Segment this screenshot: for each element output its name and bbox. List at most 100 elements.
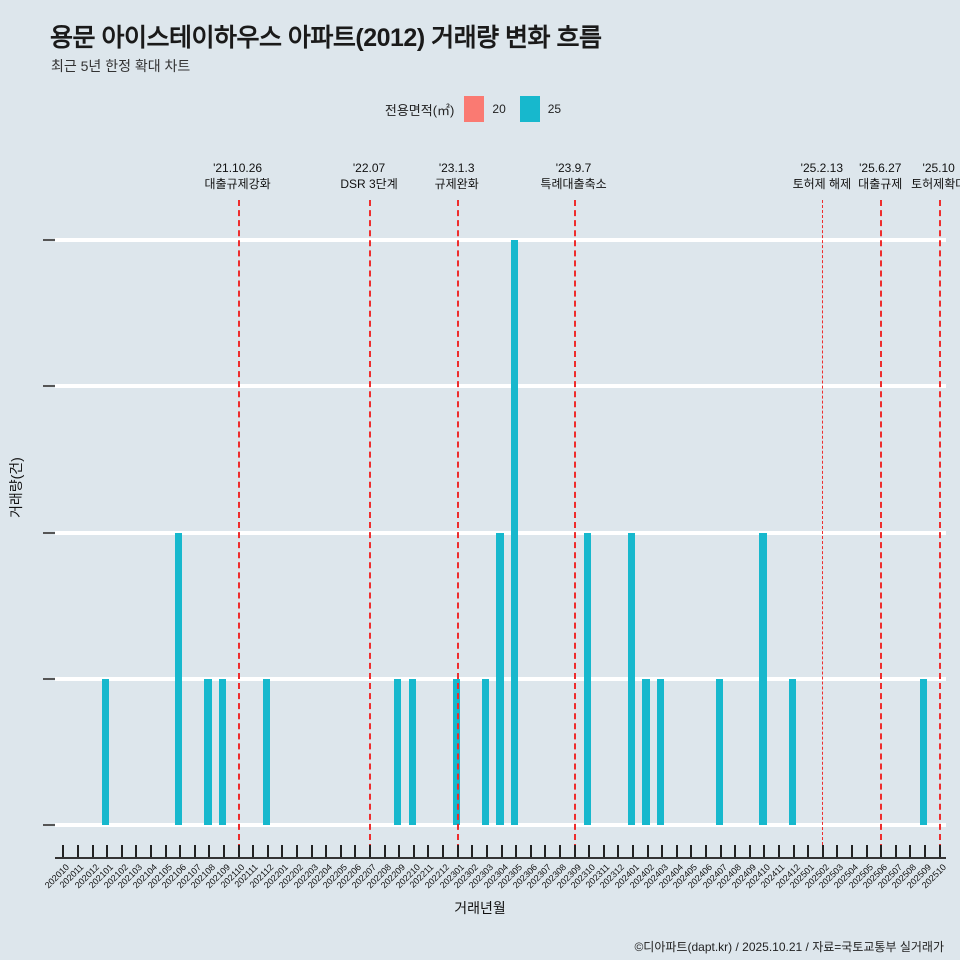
x-tick-202104 [149,845,152,857]
bar-202410-25[interactable] [759,532,767,825]
page-title: 용문 아이스테이하우스 아파트(2012) 거래량 변화 흐름 [50,24,602,52]
y-tick-mark-3 [43,385,55,388]
y-tick-mark-1 [43,677,55,680]
y-axis-title: 거래량(건) [8,457,24,518]
bar-202403-25[interactable] [657,678,665,825]
event-date-202506: '25.6.27 [859,161,902,175]
gridline-3 [55,384,946,389]
bar-202106-25[interactable] [175,532,183,825]
x-tick-202207 [369,845,372,857]
x-tick-202206 [354,845,357,857]
x-tick-202112 [266,845,269,857]
x-tick-202501 [807,845,810,857]
bar-202304-25[interactable] [496,532,504,825]
x-tick-202011 [76,845,79,857]
x-tick-202211 [427,845,430,857]
event-line-202309 [573,200,576,850]
event-name-202502: 토허제 해제 [792,177,852,192]
x-tick-202107 [193,845,196,857]
gridline-4 [55,238,946,243]
x-tick-202401 [631,845,634,857]
x-tick-202409 [748,845,751,857]
event-label-202301: '23.1.3 규제완화 [435,160,479,192]
chart-legend: 전용면적(㎡) 20 25 [0,96,960,122]
x-tick-202111 [252,845,255,857]
legend-label-20: 20 [492,102,506,116]
legend-swatch-20 [464,96,485,122]
bar-202402-25[interactable] [642,678,650,825]
event-name-202207: DSR 3단계 [340,177,398,192]
x-tick-202411 [778,845,781,857]
x-tick-202210 [412,845,415,857]
plot-area [55,211,946,827]
bar-202303-25[interactable] [481,678,490,825]
x-tick-202102 [120,845,123,857]
x-tick-202310 [588,845,591,857]
event-label-202309: '23.9.7 특례대출축소 [540,160,606,192]
x-tick-202506 [880,845,883,857]
x-tick-202403 [661,845,664,857]
bar-202112-25[interactable] [262,678,270,825]
event-date-202309: '23.9.7 [555,161,592,175]
legend-label-25: 25 [547,102,562,116]
event-date-202207: '22.07 [352,161,386,175]
x-tick-202204 [325,845,328,857]
x-tick-202212 [442,845,445,857]
bar-202108-25[interactable] [204,678,212,825]
event-line-202506 [880,200,883,850]
gridline-0 [55,823,946,827]
bar-202509-25[interactable] [920,678,928,825]
x-tick-202108 [208,845,211,857]
bar-202301-25[interactable] [452,678,460,825]
legend-item-20[interactable]: 20 [464,96,506,122]
x-tick-202201 [281,845,284,857]
x-tick-202303 [485,845,488,857]
bar-202412-25[interactable] [788,678,796,825]
x-tick-202301 [456,845,459,857]
x-tick-202306 [529,845,532,857]
event-label-202506: '25.6.27 대출규제 [858,160,902,192]
x-tick-202209 [398,845,401,857]
event-label-202207: '22.07 DSR 3단계 [340,160,397,192]
x-tick-202208 [383,845,386,857]
bar-202310-25[interactable] [584,532,592,825]
x-tick-202405 [690,845,693,857]
x-tick-202505 [865,845,868,857]
x-axis-title: 거래년월 [454,900,506,916]
bar-202305-25[interactable] [511,240,519,825]
x-tick-202302 [471,845,474,857]
event-name-202506: 대출규제 [858,177,903,192]
event-label-202502: '25.2.13 토허제 해제 [793,160,852,192]
x-tick-202304 [500,845,503,857]
x-tick-202408 [734,845,737,857]
bar-202407-25[interactable] [715,678,723,825]
x-tick-202406 [704,845,707,857]
event-name-202510: 토허제확대 [911,177,960,192]
x-tick-202503 [836,845,839,857]
x-tick-202010 [62,845,65,857]
y-tick-mark-2 [43,531,55,534]
bar-202401-25[interactable] [627,532,636,825]
event-date-202502: '25.2.13 [800,161,844,175]
x-tick-202109 [222,845,225,857]
event-line-202502 [821,200,823,850]
bar-202109-25[interactable] [218,678,227,825]
x-tick-202308 [558,845,561,857]
legend-item-25[interactable]: 25 [519,96,562,122]
event-date-202301: '23.1.3 [438,161,475,175]
page-subtitle: 최근 5년 한정 확대 차트 [51,58,191,74]
x-tick-202101 [106,845,109,857]
x-tick-202305 [515,845,518,857]
event-label-202110: '21.10.26 대출규제강화 [204,160,270,192]
x-tick-202510 [938,845,941,857]
x-tick-202407 [719,845,722,857]
x-tick-202307 [544,845,547,857]
bar-202101-25[interactable] [102,678,110,825]
bar-202209-25[interactable] [394,678,402,825]
x-tick-202203 [310,845,313,857]
event-date-202510: '25.10 [922,161,955,175]
bar-202210-25[interactable] [408,678,417,825]
y-tick-mark-0 [43,824,55,826]
